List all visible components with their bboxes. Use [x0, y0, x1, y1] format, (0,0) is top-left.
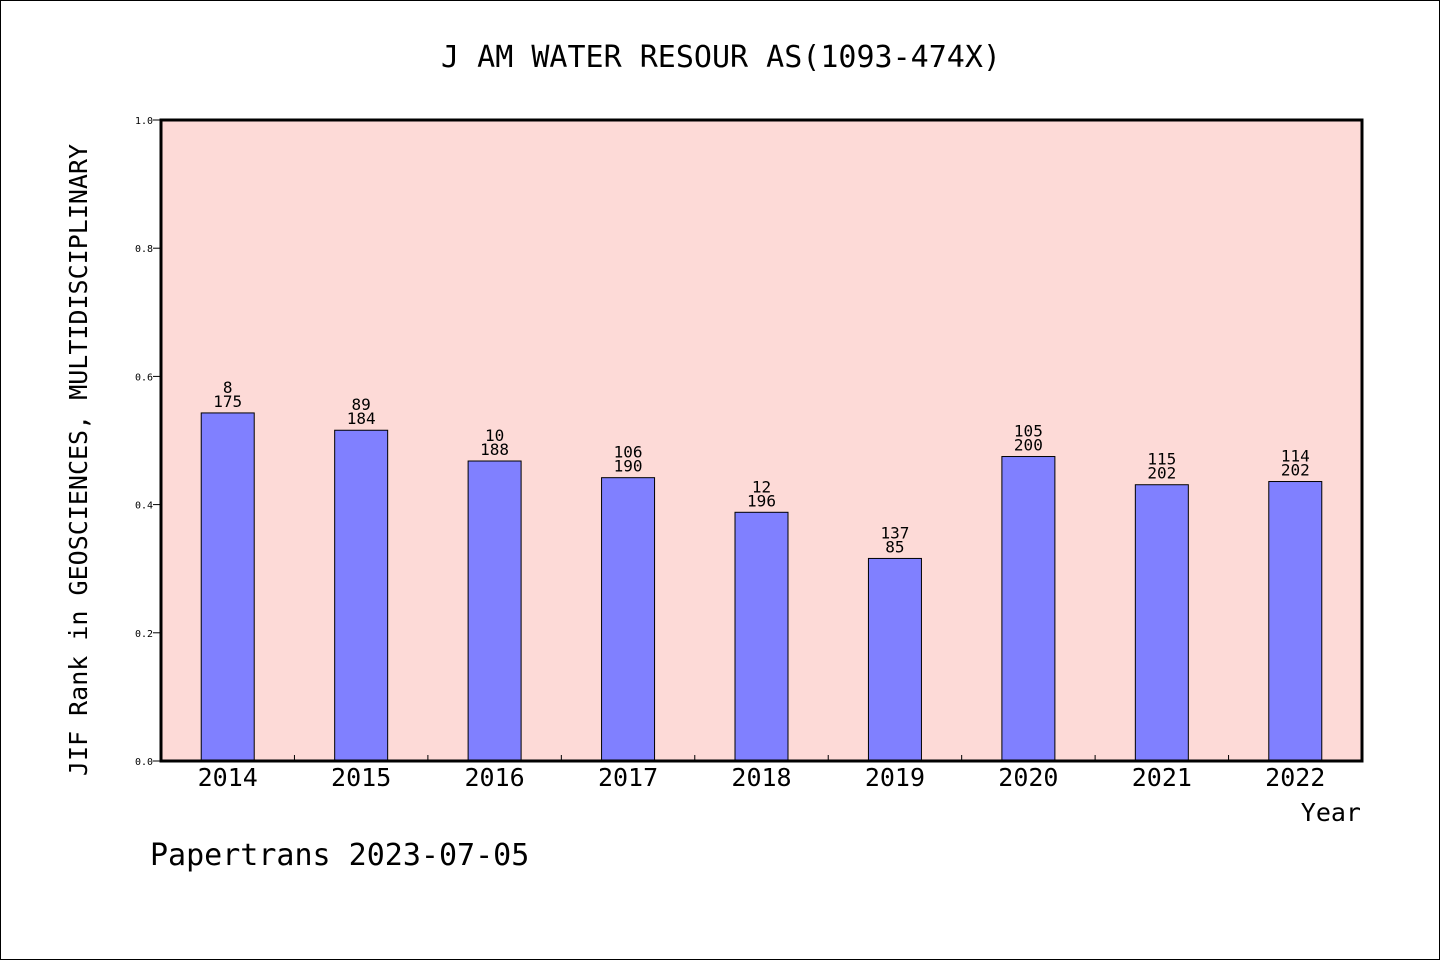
bar-2017 [601, 477, 656, 762]
bar-2021 [1134, 484, 1189, 762]
bar-label-bottom: 200 [1014, 436, 1043, 455]
x-tick-label: 2019 [865, 763, 925, 792]
x-tick-label: 2016 [465, 763, 525, 792]
y-tick-label: 0.2 [135, 629, 153, 640]
bar-label-top: 137 [880, 523, 909, 542]
x-tick-label: 2018 [731, 763, 791, 792]
x-tick-label: 2020 [998, 763, 1058, 792]
x-tick-label: 2015 [331, 763, 391, 792]
bar-label-bottom: 202 [1281, 461, 1310, 480]
y-tick-label: 1.0 [135, 116, 153, 127]
bar-label-bottom: 175 [213, 392, 242, 411]
x-tick-label: 2022 [1265, 763, 1325, 792]
bar-label-top: 89 [352, 395, 371, 414]
bar-2016 [467, 460, 522, 762]
bar-label-top: 10 [485, 426, 504, 445]
bar-label-top: 12 [752, 477, 771, 496]
bar-2022 [1268, 481, 1323, 762]
y-tick-label: 0.0 [135, 757, 153, 768]
y-tick-label: 0.8 [135, 244, 153, 255]
x-axis-label: Year [1301, 798, 1361, 827]
y-tick-label: 0.6 [135, 372, 153, 383]
footer-text: Papertrans 2023-07-05 [150, 838, 529, 873]
bar-label-top: 106 [614, 443, 643, 462]
bar-label-top: 8 [223, 378, 233, 397]
plot-border [159, 118, 1364, 763]
bar-label-top: 105 [1014, 422, 1043, 441]
bar-2014 [200, 412, 255, 762]
bar-label-top: 114 [1281, 447, 1310, 466]
bar-label-bottom: 188 [480, 440, 509, 459]
bar-label-bottom: 190 [614, 457, 643, 476]
bar-label-bottom: 85 [885, 537, 904, 556]
bar-2019 [867, 557, 922, 762]
bar-label-top: 115 [1147, 450, 1176, 469]
y-tick-label: 0.4 [135, 501, 153, 512]
bar-2015 [334, 429, 389, 762]
bar-label-bottom: 202 [1147, 464, 1176, 483]
x-tick-label: 2014 [198, 763, 258, 792]
x-tick-label: 2021 [1132, 763, 1192, 792]
bar-label-bottom: 184 [347, 409, 376, 428]
x-tick-label: 2017 [598, 763, 658, 792]
bar-2020 [1001, 456, 1056, 762]
chart-title: J AM WATER RESOUR AS(1093-474X) [441, 40, 1001, 75]
bar-2018 [734, 511, 789, 762]
y-axis-label: JIF Rank in GEOSCIENCES, MULTIDISCIPLINA… [64, 144, 93, 776]
bar-label-bottom: 196 [747, 491, 776, 510]
